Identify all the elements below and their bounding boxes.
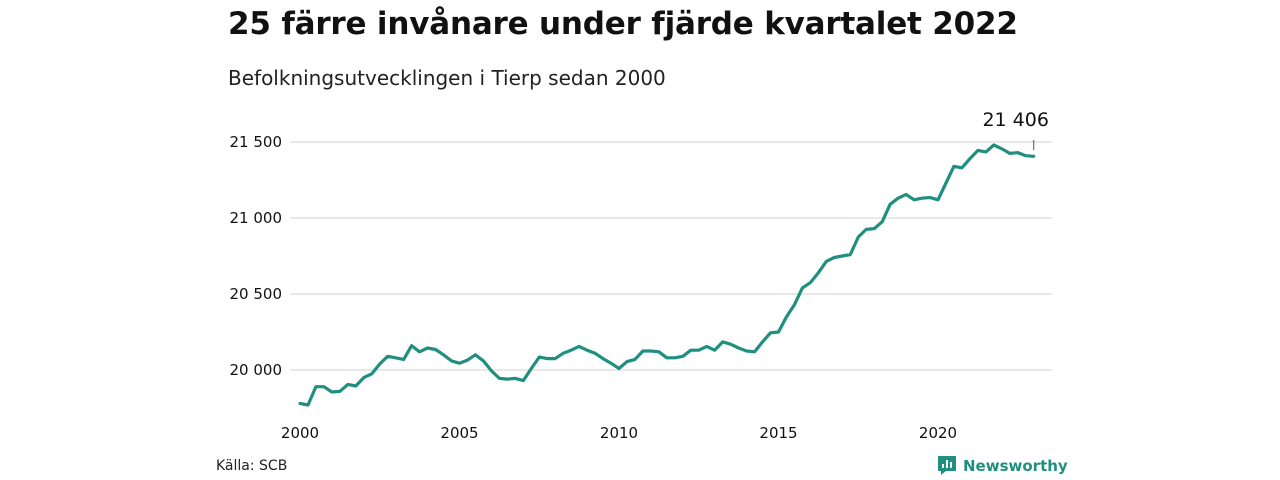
- x-tick-label: 2005: [440, 424, 478, 442]
- y-tick-label: 20 500: [230, 285, 283, 303]
- y-tick-label: 20 000: [230, 361, 283, 379]
- chart-subtitle: Befolkningsutvecklingen i Tierp sedan 20…: [228, 66, 666, 90]
- gridlines: [290, 141, 1052, 371]
- x-tick-label: 2010: [600, 424, 638, 442]
- last-value-label: 21 406: [982, 109, 1048, 131]
- brand-logo[interactable]: Newsworthy: [937, 455, 1068, 476]
- x-axis-tick-labels: 2000 2005 2010 2015 2020: [281, 424, 957, 442]
- population-line: [298, 143, 1036, 407]
- y-tick-label: 21 500: [230, 133, 283, 151]
- x-tick-label: 2015: [759, 424, 797, 442]
- x-tick-label: 2000: [281, 424, 319, 442]
- line-chart: 20 000 20 500 21 000 21 500 2000 2005 2010 201…: [230, 109, 1052, 442]
- y-tick-label: 21 000: [230, 209, 283, 227]
- brand-name: Newsworthy: [963, 456, 1068, 475]
- chart-title: 25 färre invånare under fjärde kvartalet…: [228, 6, 1018, 42]
- newsworthy-logo-icon: [938, 456, 956, 475]
- y-axis-tick-labels: 20 000 20 500 21 000 21 500: [230, 133, 283, 379]
- source-note: Källa: SCB: [216, 458, 288, 474]
- x-tick-label: 2020: [919, 424, 957, 442]
